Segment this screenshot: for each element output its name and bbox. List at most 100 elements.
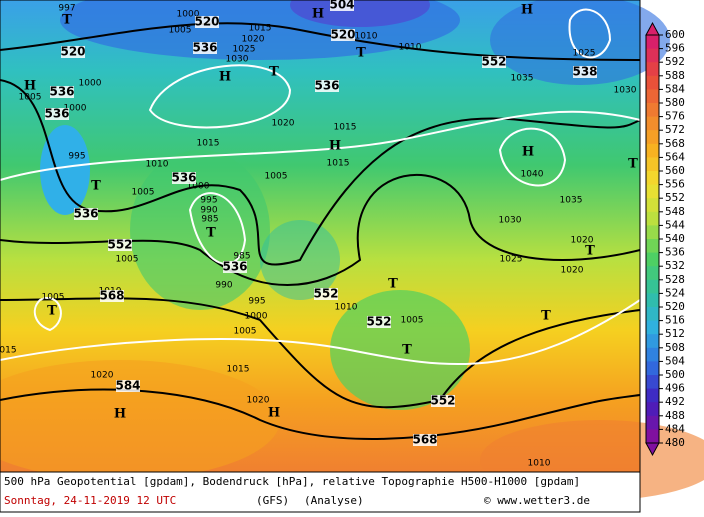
colorbar-swatch <box>646 252 659 267</box>
geopotential-label-box <box>367 316 391 328</box>
geopotential-label-box <box>108 239 132 251</box>
isobar-label: 1015 <box>334 123 357 133</box>
colorbar-label: 548 <box>665 205 685 218</box>
colorbar-label: 496 <box>665 382 685 395</box>
colorbar-swatch <box>646 198 659 213</box>
isobar-label: 1030 <box>614 86 637 96</box>
footer-description: 500 hPa Geopotential [gpdam], Bodendruck… <box>4 475 580 488</box>
colorbar-label: 568 <box>665 137 685 150</box>
geopotential-label: 504 <box>329 0 354 12</box>
geopotential-label: 536 <box>49 85 74 99</box>
geopotential-label: 568 <box>412 433 437 447</box>
colorbar-swatch <box>646 361 659 376</box>
isobar-label: 995 <box>248 297 265 307</box>
geopotential-contours <box>0 22 641 440</box>
low-marker: T <box>402 343 412 358</box>
colorbar-label: 512 <box>665 327 685 340</box>
geopotential-label-box <box>330 0 354 11</box>
colorbar-label: 544 <box>665 218 685 231</box>
geopotential-label-box <box>50 86 74 98</box>
isobar-label: 1005 <box>132 188 155 198</box>
colorbar-swatch <box>646 293 659 308</box>
low-marker: T <box>388 277 398 292</box>
isobar-label: 1005 <box>401 316 424 326</box>
isobar-label: 1030 <box>499 216 522 226</box>
geopotential-label-box <box>100 290 124 302</box>
geopotential-label-box <box>331 29 355 41</box>
isobar-label: 1010 <box>399 43 422 53</box>
isobar-label: 1005 <box>42 293 65 303</box>
colorbar-label: 596 <box>665 42 685 55</box>
colorbar-swatch <box>646 171 659 186</box>
geopotential-label-box <box>315 80 339 92</box>
isobar-label: 1025 <box>233 45 256 55</box>
colorbar-swatch <box>646 320 659 335</box>
colorbar-label: 508 <box>665 341 685 354</box>
low-marker: T <box>269 65 279 80</box>
colorbar: 6005965925885845805765725685645605565525… <box>645 21 685 457</box>
geopotential-label: 538 <box>572 65 597 79</box>
geopotential-label: 536 <box>314 79 339 93</box>
geopotential-label: 552 <box>313 287 338 301</box>
high-marker: H <box>312 7 324 22</box>
colorbar-label: 520 <box>665 300 685 313</box>
colorbar-label: 492 <box>665 395 685 408</box>
high-marker: H <box>114 407 126 422</box>
geopotential-label-box <box>431 395 455 407</box>
isobar-label: 1010 <box>146 160 169 170</box>
low-marker: T <box>47 304 57 319</box>
colorbar-label: 480 <box>665 436 685 449</box>
isobar-label: 1025 <box>500 255 523 265</box>
isobar-label: 995 <box>200 196 217 206</box>
high-marker: H <box>219 70 231 85</box>
low-marker: T <box>585 244 595 259</box>
colorbar-swatch <box>646 62 659 77</box>
geopotential-label: 552 <box>430 394 455 408</box>
isobar-label: 1025 <box>573 49 596 59</box>
geopotential-label: 520 <box>60 45 85 59</box>
colorbar-swatch <box>646 266 659 281</box>
colorbar-swatch <box>646 143 659 158</box>
isobar-label: 1005 <box>265 172 288 182</box>
footer-model: (GFS) <box>256 494 289 507</box>
isobar-label: 1015 <box>227 365 250 375</box>
geopotential-label: 536 <box>73 207 98 221</box>
isobar-label: 1000 <box>64 104 87 114</box>
isobar-label: 1000 <box>245 312 268 322</box>
geopotential-label-box <box>314 288 338 300</box>
colorbar-label: 552 <box>665 191 685 204</box>
geopotential-label-box <box>193 42 217 54</box>
colorbar-label: 532 <box>665 259 685 272</box>
geopotential-label-box <box>195 16 219 28</box>
colorbar-label: 600 <box>665 28 685 41</box>
low-marker: T <box>628 157 638 172</box>
colorbar-swatch <box>646 211 659 226</box>
isobar-label: 1030 <box>226 55 249 65</box>
isobar-label: 1035 <box>560 196 583 206</box>
colorbar-swatch <box>646 103 659 118</box>
geopotential-label: 552 <box>366 315 391 329</box>
colorbar-swatch <box>646 334 659 349</box>
isobar-label: 1005 <box>116 255 139 265</box>
isobar-label: 997 <box>58 4 75 14</box>
colorbar-swatch <box>646 116 659 131</box>
isobar-label: 985 <box>233 252 250 262</box>
geopotential-label: 584 <box>115 379 140 393</box>
low-marker: T <box>206 226 216 241</box>
colorbar-swatch <box>646 347 659 362</box>
footer-box <box>0 471 641 513</box>
geopotential-label-box <box>45 108 69 120</box>
geopotential-label: 536 <box>44 107 69 121</box>
geopotential-label: 520 <box>194 15 219 29</box>
geopotential-label: 552 <box>481 55 506 69</box>
colorbar-swatch <box>646 89 659 104</box>
isobar-label: 1020 <box>561 266 584 276</box>
colorbar-label: 592 <box>665 55 685 68</box>
isobar-label: 990 <box>200 206 217 216</box>
isobar-label: 1020 <box>247 396 270 406</box>
colorbar-swatch <box>646 130 659 145</box>
isobar-label: 1000 <box>187 182 210 192</box>
isobar-label: 1020 <box>272 119 295 129</box>
isobar-label: 985 <box>201 215 218 225</box>
